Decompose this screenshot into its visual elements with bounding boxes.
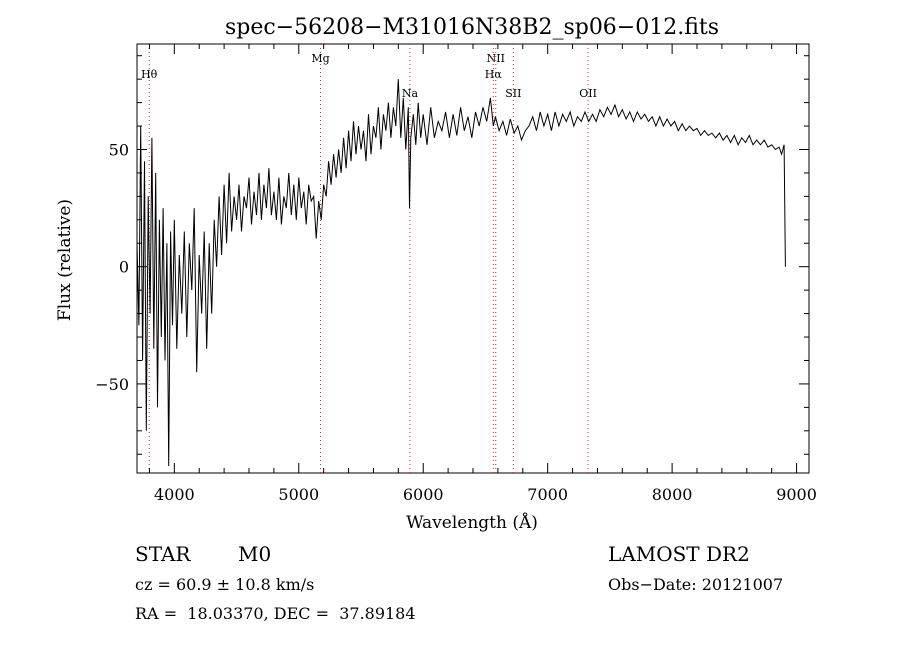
x-tick-label: 9000 (776, 485, 817, 504)
spectral-subclass: M0 (238, 542, 272, 566)
spectrum-line (136, 79, 786, 467)
y-tick-label: 0 (119, 258, 129, 277)
redshift-value: cz = 60.9 ± 10.8 km/s (135, 575, 315, 594)
x-axis-label: Wavelength (Å) (406, 512, 538, 533)
x-tick-label: 4000 (154, 485, 195, 504)
spectral-line-label: OII (579, 87, 597, 100)
spectral-line-label: Mg (311, 52, 329, 65)
coordinates: RA = 18.03370, DEC = 37.89184 (135, 604, 416, 623)
axis-ticks: 4000 5000 6000 7000 8000 9000 −50 0 50 (95, 44, 817, 504)
y-tick-label: 50 (109, 140, 129, 159)
x-tick-label: 6000 (403, 485, 444, 504)
x-tick-label: 8000 (652, 485, 693, 504)
spectral-line-label: NII (487, 52, 505, 65)
chart-title: spec−56208−M31016N38B2_sp06−012.fits (225, 15, 719, 40)
x-tick-label: 7000 (527, 485, 568, 504)
x-tick-label: 5000 (278, 485, 319, 504)
spectral-line-label: Hθ (141, 68, 158, 81)
plot-frame (136, 43, 810, 474)
object-type: STAR (135, 542, 191, 566)
spectrum (136, 79, 786, 467)
observation-date: Obs−Date: 20121007 (608, 575, 784, 594)
y-axis-label: Flux (relative) (55, 199, 75, 321)
y-tick-label: −50 (95, 375, 129, 394)
survey-name: LAMOST DR2 (608, 542, 750, 566)
spectral-line-label: SII (505, 87, 521, 100)
spectral-line-label: Hα (485, 68, 503, 81)
spectral-line-label: Na (402, 87, 419, 100)
